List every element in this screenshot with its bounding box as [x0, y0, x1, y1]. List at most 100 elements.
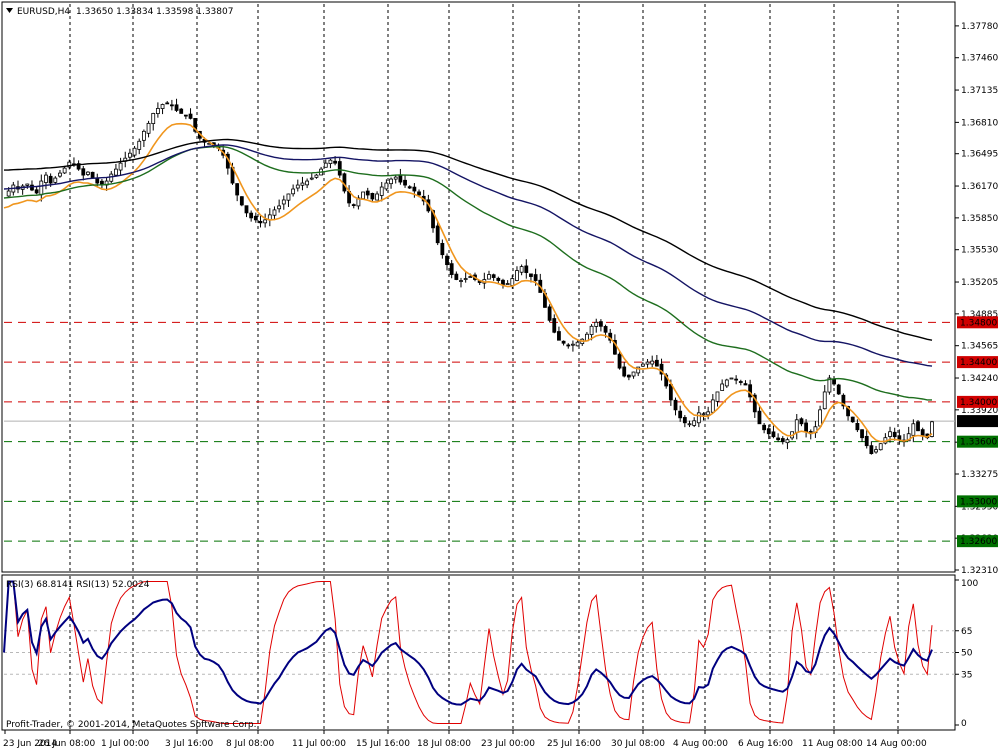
candle-body	[155, 108, 160, 114]
candle-body	[622, 366, 627, 377]
candle-body	[566, 344, 571, 347]
candle-body	[132, 147, 137, 156]
candle-body	[771, 431, 776, 438]
candle-body	[281, 199, 286, 205]
candle-body	[818, 409, 822, 427]
time-label: 11 Jul 00:00	[292, 739, 346, 749]
candle-body	[272, 209, 277, 216]
candle-body	[850, 416, 855, 423]
candle-body	[748, 384, 753, 398]
price-label: 1.36495	[961, 150, 998, 160]
candle-body	[654, 359, 659, 367]
candle-body	[911, 423, 916, 436]
candle-body	[309, 177, 314, 180]
candle-body	[25, 183, 30, 186]
candle-body	[529, 273, 533, 277]
candle-body	[491, 274, 496, 278]
candle-body	[333, 160, 337, 164]
time-label: 3 Jul 16:00	[165, 739, 214, 749]
candle-body	[557, 331, 561, 341]
time-label: 25 Jul 16:00	[547, 739, 601, 749]
candle-body	[743, 383, 748, 386]
price-label: 1.34565	[961, 342, 998, 352]
candle-body	[524, 265, 529, 273]
candle-body	[34, 189, 39, 194]
price-label: 1.36810	[961, 118, 998, 128]
candle-body	[799, 418, 804, 425]
candle-body	[515, 270, 519, 281]
candle-body	[48, 175, 53, 184]
price-label: 1.36170	[961, 182, 998, 192]
candle-body	[888, 431, 892, 437]
candle-body	[860, 429, 864, 439]
candle-body	[53, 177, 58, 183]
candle-body	[435, 225, 440, 244]
candle-body	[417, 191, 421, 196]
time-label: 30 Jul 08:00	[611, 739, 665, 749]
time-label: 11 Aug 08:00	[802, 739, 863, 749]
candle-body	[179, 108, 184, 114]
candle-body	[277, 205, 282, 210]
price-label: 1.33920	[961, 406, 998, 416]
level-label: 1.33000	[960, 497, 997, 507]
main-panel-frame	[1, 1, 956, 573]
candle-body	[114, 168, 118, 176]
candle-body	[253, 215, 258, 221]
candle-body	[328, 159, 333, 164]
time-label: 1 Jul 00:00	[101, 739, 150, 749]
candle-body	[552, 318, 557, 333]
candle-body	[403, 179, 407, 186]
candle-body	[109, 173, 114, 182]
rsi3-line	[3, 581, 933, 724]
price-label: 1.37135	[961, 86, 998, 96]
candle-body	[715, 391, 720, 402]
candle-body	[617, 353, 622, 369]
copyright-label: Profit-Trader, © 2001-2014, MetaQuotes S…	[6, 720, 256, 730]
candle-body	[706, 411, 711, 416]
chevron-down-icon[interactable]	[6, 8, 13, 13]
candle-body	[459, 280, 463, 282]
candle-body	[81, 168, 86, 176]
candle-body	[757, 410, 762, 425]
price-label: 1.37460	[961, 54, 998, 64]
candle-body	[440, 242, 445, 256]
candle-body	[496, 277, 501, 281]
current-price-label: 1.33807	[960, 417, 997, 427]
level-label: 1.32600	[960, 537, 997, 547]
candle-body	[734, 378, 739, 381]
candle-body	[594, 321, 599, 327]
rsi-tick-label: 35	[961, 670, 972, 680]
candle-body	[575, 341, 580, 347]
candle-body	[724, 379, 729, 387]
candle-body	[351, 204, 356, 206]
candle-body	[752, 394, 757, 413]
price-label: 1.35850	[961, 214, 998, 224]
candle-body	[151, 113, 156, 125]
candle-body	[599, 321, 603, 327]
candle-body	[920, 429, 925, 437]
candle-body	[836, 384, 841, 395]
price-label: 1.35530	[961, 246, 998, 256]
candle-body	[445, 255, 449, 266]
candle-body	[710, 399, 715, 413]
time-label: 23 Jul 00:00	[481, 739, 535, 749]
price-label: 1.32310	[961, 566, 998, 576]
candle-body	[137, 140, 142, 150]
candle-body	[407, 186, 412, 189]
ma-line-orange	[3, 122, 933, 443]
time-label: 18 Jul 08:00	[417, 739, 471, 749]
candle-body	[505, 283, 510, 285]
candle-body	[561, 340, 566, 344]
level-label: 1.34400	[960, 358, 997, 368]
current-price-box	[957, 415, 998, 428]
level-label: 1.34000	[960, 398, 997, 408]
candle-body	[449, 263, 454, 275]
candle-body	[650, 360, 655, 365]
rsi-tick-label: 100	[961, 579, 978, 589]
candle-body	[384, 182, 389, 190]
candle-body	[30, 184, 34, 191]
candle-body	[463, 278, 468, 280]
